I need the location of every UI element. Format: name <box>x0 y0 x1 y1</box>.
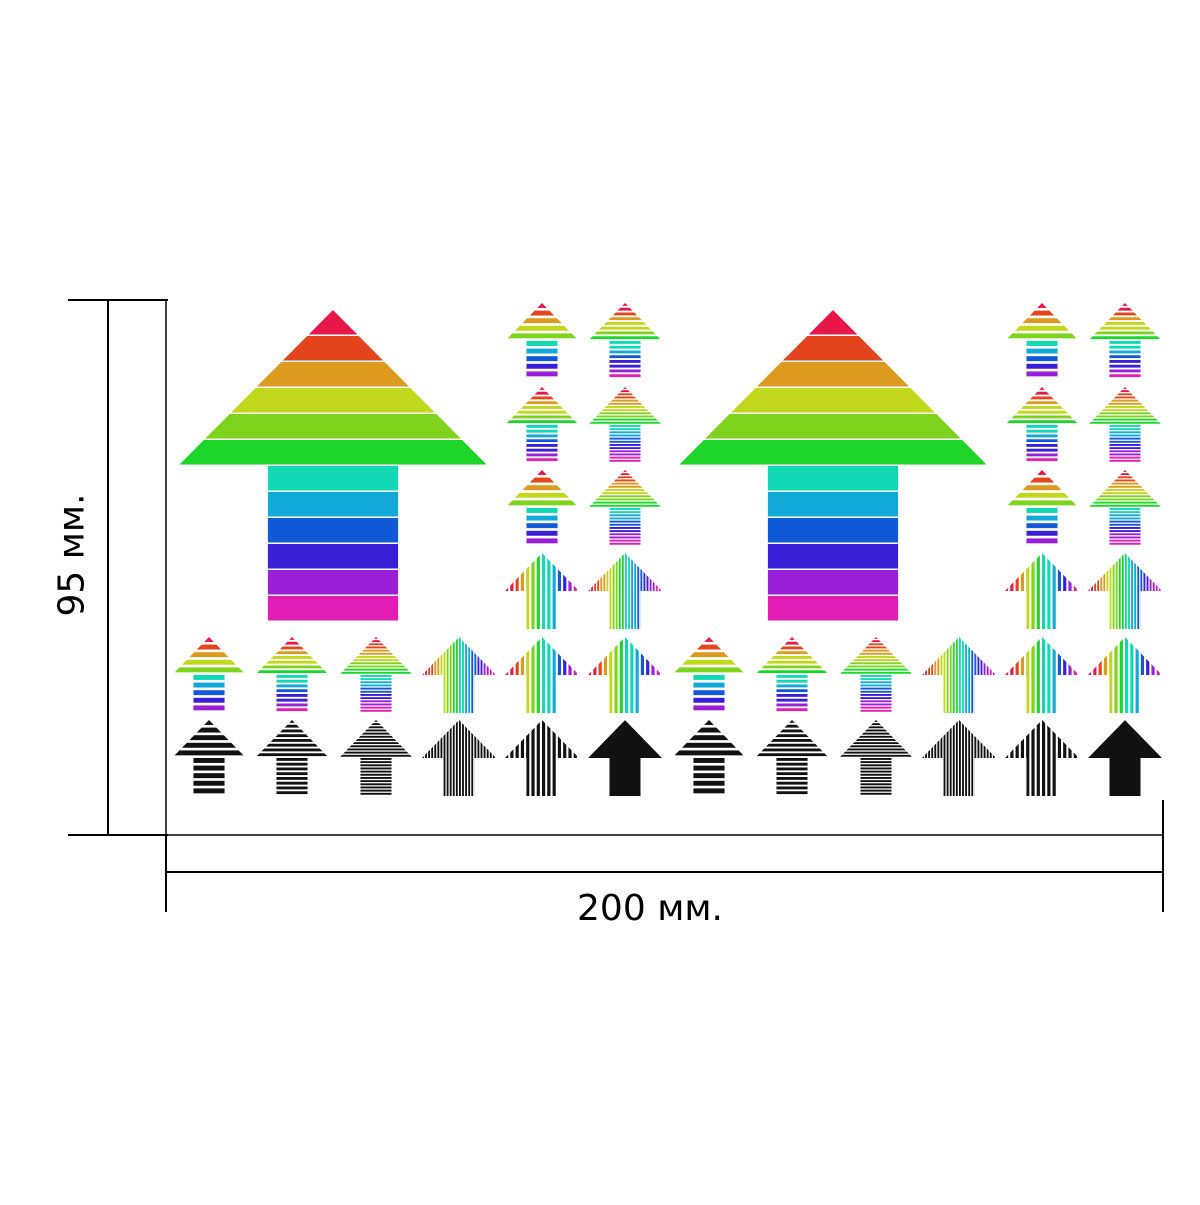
colored-row-arrow-8 <box>755 637 829 712</box>
black-row-arrow-6 <box>588 720 662 796</box>
small-arrow-block2-r2-c2 <box>1088 387 1162 462</box>
small-arrow-block1-r3-c1 <box>505 470 579 544</box>
colored-row-arrow-12 <box>1088 637 1160 713</box>
black-row-arrow-9 <box>839 720 913 795</box>
small-arrow-block1-r3-c2 <box>588 470 662 545</box>
colored-row-arrow-2 <box>255 637 329 712</box>
small-arrow-block2-r2-c1 <box>1005 387 1079 462</box>
small-arrow-block1-r4-c2 <box>588 553 661 629</box>
black-row-arrow-4 <box>422 720 495 796</box>
height-dimension-label: 95 мм. <box>51 493 93 617</box>
black-row-arrow-2 <box>255 720 329 795</box>
arrows-layer <box>172 303 1162 796</box>
colored-row-arrow-6 <box>588 637 660 713</box>
small-arrow-block1-r1-c1 <box>505 303 579 377</box>
black-row-arrow-3 <box>339 720 413 795</box>
large-arrow-2 <box>678 310 988 621</box>
black-row-arrow-5 <box>505 720 577 796</box>
colored-row-arrow-4 <box>422 637 495 713</box>
small-arrow-block1-r2-c1 <box>505 387 579 462</box>
width-dimension-label: 200 мм. <box>577 888 723 929</box>
small-arrow-block2-r3-c2 <box>1088 470 1162 545</box>
dimension-lines <box>68 299 1164 912</box>
small-arrow-block2-r4-c1 <box>1005 553 1077 629</box>
small-arrow-block1-r1-c2 <box>588 303 662 378</box>
large-arrow-1 <box>178 310 488 621</box>
small-arrow-block2-r3-c1 <box>1005 470 1079 544</box>
colored-row-arrow-3 <box>339 637 413 712</box>
black-row-arrow-12 <box>1088 720 1162 796</box>
small-arrow-block2-r4-c2 <box>1088 553 1161 629</box>
black-row-arrow-11 <box>1005 720 1077 796</box>
black-row-arrow-1 <box>172 720 246 794</box>
colored-row-arrow-1 <box>172 637 246 711</box>
black-row-arrow-8 <box>755 720 829 795</box>
small-arrow-block1-r2-c2 <box>588 387 662 462</box>
colored-row-arrow-10 <box>922 637 995 713</box>
small-arrow-block2-r1-c2 <box>1088 303 1162 378</box>
colored-row-arrow-7 <box>672 637 746 711</box>
colored-row-arrow-11 <box>1005 637 1077 713</box>
small-arrow-block1-r4-c1 <box>505 553 577 629</box>
small-arrow-block2-r1-c1 <box>1005 303 1079 377</box>
black-row-arrow-7 <box>672 720 746 794</box>
black-row-arrow-10 <box>922 720 995 796</box>
colored-row-arrow-9 <box>839 637 913 712</box>
colored-row-arrow-5 <box>505 637 577 713</box>
